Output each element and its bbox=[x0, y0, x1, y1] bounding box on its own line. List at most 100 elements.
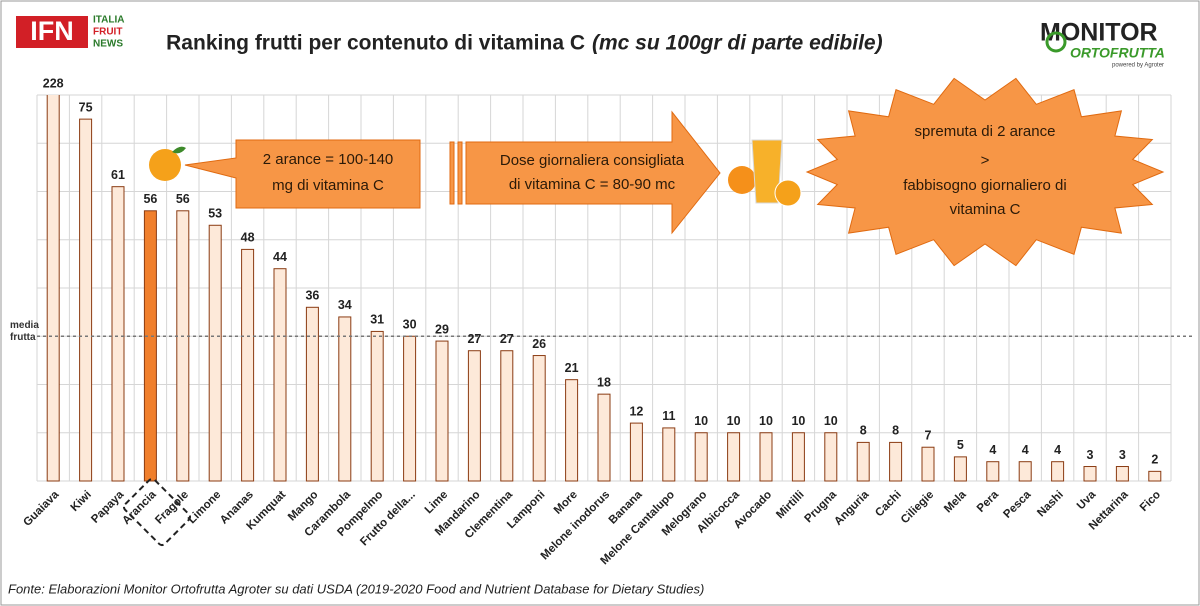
starburst bbox=[805, 77, 1165, 267]
value-label: 10 bbox=[791, 414, 805, 428]
arrow bbox=[449, 110, 721, 235]
bar bbox=[921, 446, 935, 482]
callout bbox=[184, 139, 421, 209]
logo-powered: powered by Agroter bbox=[1112, 63, 1164, 69]
value-label: 3 bbox=[1119, 448, 1126, 462]
value-label: 56 bbox=[176, 192, 190, 206]
bar bbox=[370, 330, 384, 482]
annotation: Dose giornaliera consigliata bbox=[500, 152, 685, 169]
bar bbox=[46, 95, 60, 482]
bar bbox=[889, 441, 903, 482]
bar bbox=[565, 379, 579, 482]
value-label: 53 bbox=[208, 207, 222, 221]
value-label: 10 bbox=[727, 414, 741, 428]
value-label: 7 bbox=[925, 429, 932, 443]
value-label: 4 bbox=[989, 443, 996, 457]
value-label: 8 bbox=[892, 424, 899, 438]
value-label: 2 bbox=[1151, 453, 1158, 467]
value-label: 5 bbox=[957, 438, 964, 452]
value-label: 75 bbox=[79, 100, 93, 114]
value-label: 3 bbox=[1087, 448, 1094, 462]
bar bbox=[467, 350, 481, 482]
value-label: 228 bbox=[43, 76, 64, 90]
bar bbox=[1051, 461, 1065, 482]
bar bbox=[435, 340, 449, 482]
bar bbox=[1083, 466, 1097, 482]
annotation: vitamina C bbox=[950, 201, 1021, 218]
value-label: 31 bbox=[370, 313, 384, 327]
bar bbox=[176, 210, 190, 482]
bar bbox=[986, 461, 1000, 482]
value-label: 61 bbox=[111, 168, 125, 182]
bar bbox=[305, 306, 319, 482]
value-label: 4 bbox=[1022, 443, 1029, 457]
source-note: Fonte: Elaborazioni Monitor Ortofrutta A… bbox=[8, 581, 704, 596]
bar bbox=[79, 118, 93, 482]
glass-icon bbox=[751, 139, 783, 204]
bar bbox=[403, 335, 417, 482]
average-label: media frutta bbox=[10, 320, 39, 344]
annotation: mg di vitamina C bbox=[272, 177, 384, 194]
bar bbox=[597, 393, 611, 482]
bar bbox=[143, 210, 157, 482]
annotation: spremuta di 2 arance bbox=[915, 123, 1056, 140]
value-label: 8 bbox=[860, 424, 867, 438]
value-label: 26 bbox=[532, 337, 546, 351]
bar bbox=[338, 316, 352, 482]
orange-icon bbox=[728, 166, 756, 194]
bar bbox=[500, 350, 514, 482]
value-label: 27 bbox=[467, 332, 481, 346]
leaf-icon bbox=[172, 146, 186, 154]
orange-icon bbox=[149, 149, 181, 181]
bar bbox=[727, 432, 741, 482]
bar bbox=[824, 432, 838, 482]
bar bbox=[856, 441, 870, 482]
value-label: 29 bbox=[435, 322, 449, 336]
bar bbox=[273, 268, 287, 482]
value-label: 48 bbox=[241, 231, 255, 245]
bar bbox=[1115, 466, 1129, 482]
bar bbox=[759, 432, 773, 482]
bar bbox=[1148, 470, 1162, 482]
bar bbox=[532, 355, 546, 482]
logo-text: FRUIT bbox=[93, 27, 122, 38]
logo-text: NEWS bbox=[93, 39, 123, 50]
logo-icon bbox=[1045, 31, 1067, 53]
logo-box bbox=[16, 16, 88, 48]
logo-mark: IFN bbox=[30, 16, 74, 46]
average-label-box: media frutta bbox=[10, 320, 39, 344]
value-label: 10 bbox=[824, 414, 838, 428]
value-label: 11 bbox=[662, 409, 675, 423]
bar bbox=[953, 456, 967, 482]
orange-icon bbox=[774, 179, 802, 207]
bar bbox=[791, 432, 805, 482]
value-label: 4 bbox=[1054, 443, 1061, 457]
chart-subtitle: (mc su 100gr di parte edibile) bbox=[592, 32, 883, 55]
value-label: 18 bbox=[597, 375, 611, 389]
bar bbox=[1018, 461, 1032, 482]
value-label: 34 bbox=[338, 298, 352, 312]
bar bbox=[629, 422, 643, 482]
bar bbox=[694, 432, 708, 482]
annotation: 2 arance = 100-140 bbox=[263, 151, 394, 168]
value-label: 10 bbox=[694, 414, 708, 428]
value-label: 44 bbox=[273, 250, 287, 264]
logo-sub: ORTOFRUTTA bbox=[1070, 45, 1165, 61]
value-label: 56 bbox=[143, 192, 157, 206]
chart-title: Ranking frutti per contenuto di vitamina… bbox=[166, 32, 585, 55]
annotation: > bbox=[981, 152, 990, 169]
annotation: di vitamina C = 80-90 mc bbox=[509, 176, 676, 193]
bar bbox=[208, 224, 222, 482]
bar bbox=[241, 248, 255, 482]
value-label: 12 bbox=[629, 404, 643, 418]
value-label: 36 bbox=[305, 289, 319, 303]
logo-text: ITALIA bbox=[93, 15, 124, 26]
value-label: 30 bbox=[403, 318, 417, 332]
highlight-box bbox=[123, 478, 191, 546]
value-label: 21 bbox=[565, 361, 579, 375]
bar bbox=[662, 427, 676, 482]
value-label: 27 bbox=[500, 332, 514, 346]
value-label: 10 bbox=[759, 414, 773, 428]
annotation: fabbisogno giornaliero di bbox=[903, 177, 1066, 194]
